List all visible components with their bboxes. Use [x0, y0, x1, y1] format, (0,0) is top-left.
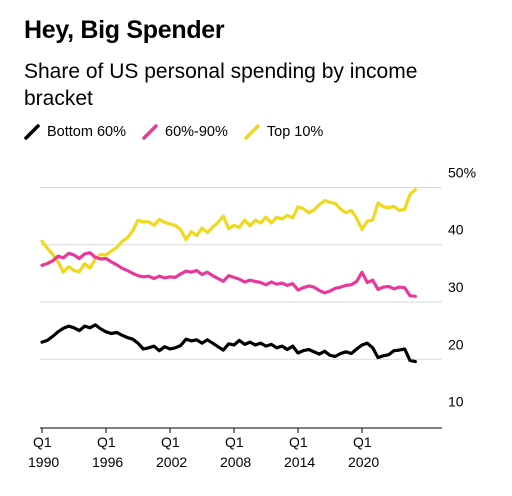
legend-swatch-60-90	[142, 124, 158, 140]
legend-swatch-top-10	[244, 124, 260, 140]
series-line-bottom-60	[40, 323, 417, 364]
legend-label-top-10: Top 10%	[266, 124, 324, 140]
x-tick-label-q-1990: Q1	[33, 434, 52, 450]
series-layer	[40, 188, 417, 364]
x-tick-label-year-2014: 2014	[284, 454, 315, 470]
grid-layer	[40, 186, 442, 360]
x-tick-label-q-2008: Q1	[225, 434, 244, 450]
x-tick-label-q-2020: Q1	[353, 434, 372, 450]
legend: Bottom 60% 60%-90% Top 10%	[24, 124, 339, 140]
x-tick-label-year-2002: 2002	[156, 454, 187, 470]
y-tick-label-50: 50%	[448, 164, 476, 180]
y-tick-label-30: 30	[448, 279, 464, 295]
y-tick-label-10: 10	[448, 394, 464, 410]
y-tick-label-20: 20	[448, 336, 464, 352]
x-tick-label-q-2014: Q1	[289, 434, 308, 450]
x-tick-label-year-2008: 2008	[220, 454, 251, 470]
legend-item-bottom-60: Bottom 60%	[24, 124, 126, 140]
legend-item-60-90: 60%-90%	[142, 124, 228, 140]
x-tick-label-year-1996: 1996	[92, 454, 123, 470]
chart-title: Hey, Big Spender	[24, 16, 225, 44]
x-tick-label-q-2002: Q1	[161, 434, 180, 450]
x-tick-label-q-1996: Q1	[97, 434, 116, 450]
legend-label-60-90: 60%-90%	[165, 124, 228, 140]
x-tick-label-year-2020: 2020	[348, 454, 379, 470]
legend-label-bottom-60: Bottom 60%	[47, 124, 126, 140]
chart-subtitle: Share of US personal spending by income …	[24, 60, 418, 110]
series-line-top-10	[40, 188, 417, 274]
axis-layer: 10 20 30 40 50% Q1 1990 Q1 1996 Q1 2002 Q1 2008 Q1 201…	[28, 164, 476, 470]
y-tick-label-40: 40	[448, 222, 464, 238]
series-line-60-90	[40, 251, 417, 298]
legend-swatch-bottom-60	[24, 124, 40, 140]
legend-item-top-10: Top 10%	[244, 124, 323, 140]
x-tick-label-year-1990: 1990	[28, 454, 59, 470]
